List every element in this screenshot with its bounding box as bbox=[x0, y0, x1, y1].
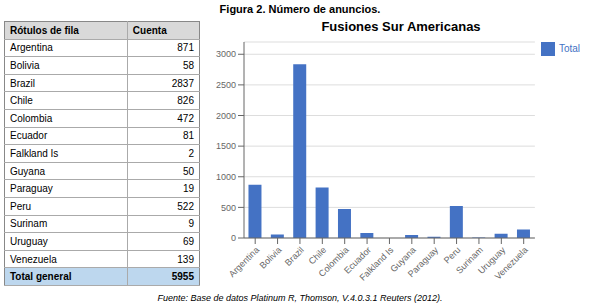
svg-text:Guyana: Guyana bbox=[388, 244, 418, 275]
html-text:Guyana: Guyana bbox=[10, 165, 45, 177]
html-text:Venezuela: Venezuela bbox=[10, 253, 57, 265]
html-text:Bolivia: Bolivia bbox=[10, 60, 40, 71]
html-text:Paraguay: Paraguay bbox=[10, 183, 53, 195]
html-text:19: 19 bbox=[182, 183, 194, 195]
svg-text:2500: 2500 bbox=[216, 80, 236, 90]
html-text:Figura 2. Número de anuncios.: Figura 2. Número de anuncios. bbox=[219, 3, 381, 15]
html-text:2837: 2837 bbox=[171, 77, 194, 89]
html-text:81: 81 bbox=[182, 130, 194, 142]
svg-text:Brazil: Brazil bbox=[283, 245, 306, 268]
html-text:5955: 5955 bbox=[171, 271, 194, 283]
svg-text:Colombia: Colombia bbox=[317, 245, 351, 279]
html-text:Fusiones Sur Americanas: Fusiones Sur Americanas bbox=[321, 19, 481, 34]
html-text:Cuenta: Cuenta bbox=[132, 24, 167, 36]
svg-text:1500: 1500 bbox=[216, 141, 236, 151]
html-text:139: 139 bbox=[177, 253, 194, 265]
html-text:2: 2 bbox=[188, 148, 194, 159]
svg-text:2000: 2000 bbox=[216, 111, 236, 121]
html-text:Uruguay: Uruguay bbox=[10, 235, 48, 247]
svg-text:Surinam: Surinam bbox=[454, 244, 485, 276]
svg-text:Venezuela: Venezuela bbox=[493, 245, 530, 282]
svg-text:Ecuador: Ecuador bbox=[342, 244, 373, 276]
svg-text:Peru: Peru bbox=[442, 244, 463, 266]
svg-text:Uruguay: Uruguay bbox=[476, 244, 508, 276]
svg-text:3000: 3000 bbox=[216, 49, 236, 59]
html-text:Total general: Total general bbox=[10, 271, 72, 283]
html-text:58: 58 bbox=[182, 60, 194, 71]
html-text:50: 50 bbox=[182, 165, 194, 177]
html-text:Colombia: Colombia bbox=[10, 112, 53, 124]
html-text:9: 9 bbox=[188, 218, 194, 230]
html-text:Peru: Peru bbox=[10, 200, 32, 212]
html-text:Brazil: Brazil bbox=[10, 77, 35, 89]
html-text:826: 826 bbox=[177, 95, 194, 107]
svg-text:Paraguay: Paraguay bbox=[406, 245, 441, 280]
html-text:472: 472 bbox=[177, 112, 194, 124]
html-text:69: 69 bbox=[182, 235, 194, 247]
svg-text:Chile: Chile bbox=[306, 244, 329, 267]
html-text:Argentina: Argentina bbox=[10, 42, 53, 54]
html-text:Ecuador: Ecuador bbox=[10, 130, 48, 142]
html-text:871: 871 bbox=[177, 42, 194, 54]
html-text:Surinam: Surinam bbox=[10, 218, 48, 230]
svg-text:0: 0 bbox=[231, 233, 236, 243]
svg-text:Bolivia: Bolivia bbox=[258, 245, 284, 271]
svg-text:Argentina: Argentina bbox=[227, 245, 261, 279]
html-text:Rótulos de fila: Rótulos de fila bbox=[10, 24, 79, 36]
svg-text:1000: 1000 bbox=[216, 172, 236, 182]
html-text:Fuente: Base de datos Platinum: Fuente: Base de datos Platinum R, Thomso… bbox=[157, 293, 443, 303]
html-text:Chile: Chile bbox=[10, 95, 33, 107]
html-text:Total: Total bbox=[558, 42, 580, 54]
svg-text:500: 500 bbox=[221, 203, 236, 213]
html-text:Falkland Is: Falkland Is bbox=[10, 148, 59, 159]
svg-text:Falkland Is: Falkland Is bbox=[358, 245, 396, 283]
html-text:522: 522 bbox=[177, 200, 194, 212]
